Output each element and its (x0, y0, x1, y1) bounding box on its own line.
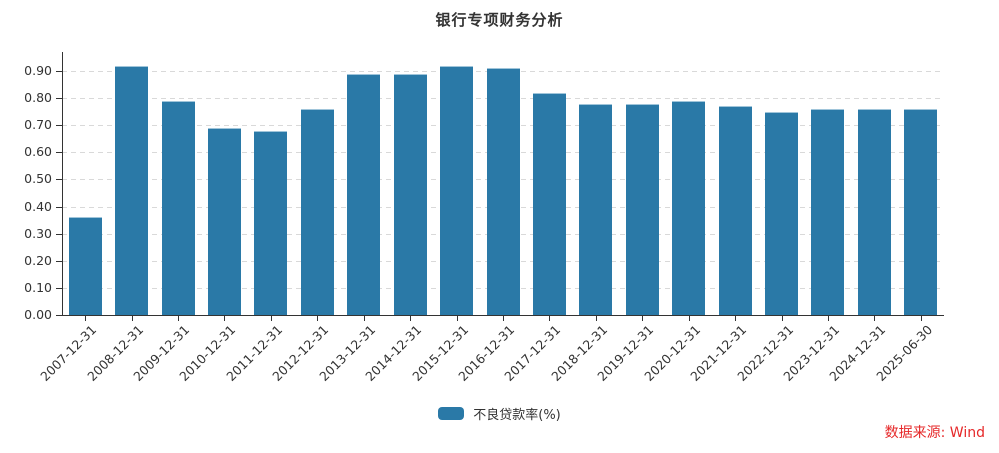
y-axis-tick-0.60 (56, 152, 62, 153)
bar-2022-12-31[interactable] (765, 112, 798, 315)
bar-2014-12-31[interactable] (394, 74, 427, 315)
x-axis-tick-2018-12-31 (596, 316, 597, 321)
bar-2021-12-31[interactable] (719, 106, 752, 315)
x-axis-tick-2011-12-31 (271, 316, 272, 321)
chart-title: 银行专项财务分析 (435, 11, 564, 29)
x-axis-line (62, 315, 944, 316)
x-axis-tick-2016-12-31 (503, 316, 504, 321)
y-axis-label-0.40: 0.40 (24, 199, 52, 214)
bar-2016-12-31[interactable] (487, 68, 520, 315)
y-axis-tick-0.00 (56, 315, 62, 316)
bar-2009-12-31[interactable] (162, 101, 195, 315)
x-axis-tick-2007-12-31 (85, 316, 86, 321)
bar-2008-12-31[interactable] (115, 66, 148, 315)
bar-2024-12-31[interactable] (858, 109, 891, 315)
y-axis-tick-0.30 (56, 234, 62, 235)
y-axis-label-0.50: 0.50 (24, 171, 52, 186)
x-axis-tick-2021-12-31 (735, 316, 736, 321)
x-axis-tick-2020-12-31 (689, 316, 690, 321)
bar-2019-12-31[interactable] (626, 104, 659, 315)
legend-label: 不良贷款率(%) (473, 408, 561, 423)
bar-2013-12-31[interactable] (347, 74, 380, 315)
bar-2018-12-31[interactable] (579, 104, 612, 315)
chart-legend: 不良贷款率(%) (0, 404, 999, 423)
bar-2015-12-31[interactable] (440, 66, 473, 315)
x-axis-tick-2023-12-31 (828, 316, 829, 321)
y-axis-tick-0.50 (56, 179, 62, 180)
bar-2025-06-30[interactable] (904, 109, 937, 315)
data-source-note: 数据来源: Wind (884, 425, 985, 441)
x-axis-tick-2013-12-31 (364, 316, 365, 321)
x-axis-tick-2015-12-31 (457, 316, 458, 321)
x-axis-tick-2009-12-31 (178, 316, 179, 321)
y-axis-tick-0.10 (56, 288, 62, 289)
y-axis-label-0.20: 0.20 (24, 253, 52, 268)
x-axis-tick-2022-12-31 (782, 316, 783, 321)
y-axis-label-0.60: 0.60 (24, 144, 52, 159)
bar-2020-12-31[interactable] (672, 101, 705, 315)
y-axis-tick-0.80 (56, 98, 62, 99)
x-axis-tick-2024-12-31 (874, 316, 875, 321)
x-axis-tick-2019-12-31 (642, 316, 643, 321)
legend-swatch-icon (438, 407, 465, 420)
x-axis-tick-2008-12-31 (132, 316, 133, 321)
bar-2011-12-31[interactable] (254, 131, 287, 315)
y-axis-label-0.80: 0.80 (24, 90, 52, 105)
y-axis-label-0.00: 0.00 (24, 307, 52, 322)
y-axis-label-0.30: 0.30 (24, 226, 52, 241)
bar-2010-12-31[interactable] (208, 128, 241, 315)
y-axis-label-0.90: 0.90 (24, 63, 52, 78)
bar-2017-12-31[interactable] (533, 93, 566, 315)
y-axis-tick-0.20 (56, 261, 62, 262)
y-axis-tick-0.70 (56, 125, 62, 126)
y-axis-label-0.10: 0.10 (24, 280, 52, 295)
y-axis-tick-0.90 (56, 71, 62, 72)
x-axis-tick-2025-06-30 (921, 316, 922, 321)
y-axis-line (62, 52, 63, 315)
x-axis-tick-2014-12-31 (410, 316, 411, 321)
y-axis-label-0.70: 0.70 (24, 117, 52, 132)
bar-2023-12-31[interactable] (811, 109, 844, 315)
y-axis-tick-0.40 (56, 207, 62, 208)
x-axis-tick-2017-12-31 (549, 316, 550, 321)
bar-2007-12-31[interactable] (69, 217, 102, 315)
x-axis-tick-2010-12-31 (224, 316, 225, 321)
x-axis-tick-2012-12-31 (317, 316, 318, 321)
bar-2012-12-31[interactable] (301, 109, 334, 315)
legend-item-npl-ratio[interactable]: 不良贷款率(%) (438, 404, 561, 423)
